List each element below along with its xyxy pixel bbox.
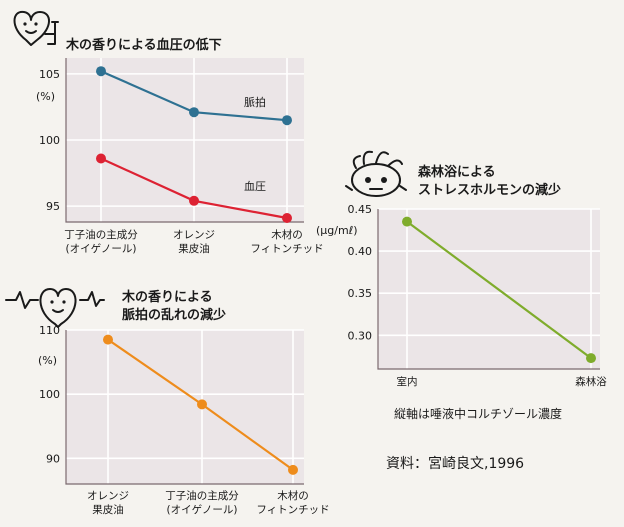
c3-series-0-point-0 <box>402 216 412 227</box>
c2-category-sublabel: 果皮油 <box>92 503 124 516</box>
chart3-title-line2: ストレスホルモンの減少 <box>418 182 561 198</box>
chart3-plot-area <box>378 209 600 369</box>
chart3-title-line1: 森林浴による <box>418 164 496 180</box>
stressed-face-icon <box>345 150 407 197</box>
c1-series-1-point-2 <box>282 213 292 223</box>
chart1-series-label-blood-pressure: 血圧 <box>244 179 266 193</box>
source-citation: 資料：宮崎良文,1996 <box>386 456 524 472</box>
chart3-y-tick-labels: 0.30 0.35 0.40 0.45 <box>348 203 373 342</box>
chart2-y-unit: (%) <box>38 354 57 367</box>
c1-y-tick-label: 95 <box>46 200 60 213</box>
chart2-series <box>103 334 298 475</box>
c2-y-tick-label: 110 <box>39 324 60 337</box>
heart-with-pulse-line-icon <box>5 288 105 328</box>
chart2-plot-area <box>66 330 304 484</box>
c1-series-0-point-2 <box>282 115 292 126</box>
c2-category-sublabel: フィトンチッド <box>256 504 329 516</box>
chart1-y-unit: (%) <box>36 90 55 103</box>
chart2-axes <box>65 330 304 485</box>
chart1-axes <box>65 58 304 223</box>
chart1-series <box>96 66 292 223</box>
c2-category-label: オレンジ <box>87 490 129 502</box>
c1-category-label: オレンジ <box>173 229 215 241</box>
chart2-y-tick-labels: 90 100 110 <box>39 324 60 465</box>
c1-y-tick-label: 100 <box>39 134 60 147</box>
c1-category-label: 木材の <box>271 228 303 241</box>
c2-y-tick-label: 90 <box>46 452 60 465</box>
chart3-category-labels: 室内 森林浴 <box>397 375 608 388</box>
c3-category-label: 森林浴 <box>575 375 607 388</box>
chart3-y-axis-note: 縦軸は唾液中コルチゾール濃度 <box>394 406 562 421</box>
chart3-axes <box>377 209 600 370</box>
c3-y-tick-label: 0.45 <box>348 203 373 216</box>
c2-series-0-point-0 <box>103 334 113 345</box>
stress-hormone-chart: 森林浴による ストレスホルモンの減少 (μg/mℓ) 0.300.350.400… <box>316 150 608 421</box>
chart1-y-tick-labels: 95 100 105 <box>39 68 60 213</box>
chart2-title-line2: 脈拍の乱れの減少 <box>122 307 226 323</box>
c2-series-0-point-2 <box>288 464 298 475</box>
c1-category-sublabel: (オイゲノール) <box>66 243 137 255</box>
blood-pressure-chart: 木の香りによる血圧の低下 (%) 95 100 105 脈拍 血圧 丁子油の主成分 (… <box>13 10 324 255</box>
chart2-title-line1: 木の香りによる <box>121 289 213 305</box>
c1-series-1-point-1 <box>189 195 199 206</box>
c1-category-sublabel: フィトンチッド <box>250 243 323 255</box>
chart3-series <box>402 216 596 364</box>
c1-category-sublabel: 果皮油 <box>178 242 210 255</box>
c3-y-tick-label: 0.30 <box>348 329 373 342</box>
c3-category-label: 室内 <box>397 375 418 388</box>
c3-y-tick-label: 0.40 <box>348 245 373 258</box>
chart3-grid <box>378 208 600 369</box>
chart1-title: 木の香りによる血圧の低下 <box>65 37 222 53</box>
c2-category-label: 丁子油の主成分 <box>165 489 239 502</box>
c3-series-0-point-1 <box>586 353 596 364</box>
c1-category-label: 丁子油の主成分 <box>64 228 138 241</box>
heart-face-with-pump-icon <box>13 10 59 46</box>
c2-category-label: 木材の <box>277 489 309 502</box>
chart1-series-label-pulse: 脈拍 <box>244 95 266 109</box>
chart3-y-unit: (μg/mℓ) <box>316 224 358 237</box>
c3-series-0-line <box>406 220 592 359</box>
c2-y-tick-label: 100 <box>39 388 60 401</box>
c1-series-0-point-0 <box>96 66 106 77</box>
c3-y-tick-label: 0.35 <box>348 287 373 300</box>
c2-category-sublabel: (オイゲノール) <box>167 504 238 516</box>
c1-series-1-point-0 <box>96 153 106 164</box>
c1-y-tick-label: 105 <box>39 68 60 81</box>
c1-series-0-point-1 <box>189 107 199 118</box>
c2-series-0-point-1 <box>197 399 207 410</box>
